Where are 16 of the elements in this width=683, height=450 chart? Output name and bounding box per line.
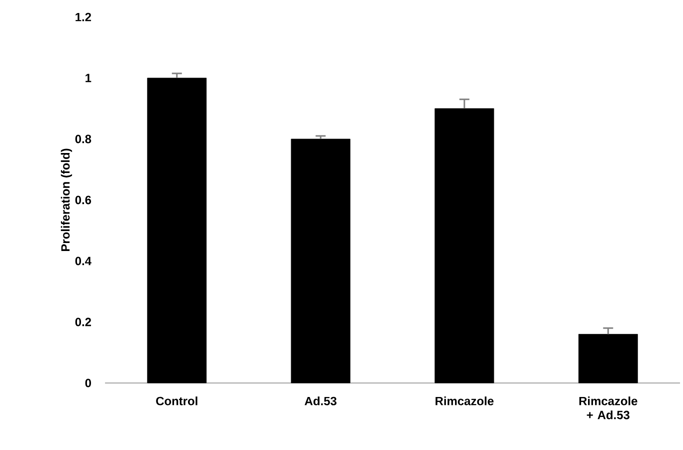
y-axis-title: Proliferation (fold) <box>60 148 72 251</box>
bar <box>290 138 350 384</box>
y-tick-label: 0.4 <box>75 256 92 266</box>
x-tick-label: Rimcazole + Ad.53 <box>579 396 638 420</box>
x-tick-label: Ad.53 <box>304 396 336 406</box>
x-tick-label: Control <box>156 396 198 406</box>
y-tick-label: 0.8 <box>75 134 92 144</box>
y-tick-label: 1.2 <box>76 12 92 22</box>
y-tick-label: 1 <box>86 74 92 82</box>
bar <box>578 334 638 384</box>
bar <box>434 108 494 384</box>
x-tick-label: Rimcazole <box>436 396 494 406</box>
y-tick-label: 0.2 <box>75 318 92 326</box>
bar <box>147 78 207 384</box>
y-tick-label: 0.6 <box>75 196 92 204</box>
y-tick-label: 0 <box>85 378 91 388</box>
